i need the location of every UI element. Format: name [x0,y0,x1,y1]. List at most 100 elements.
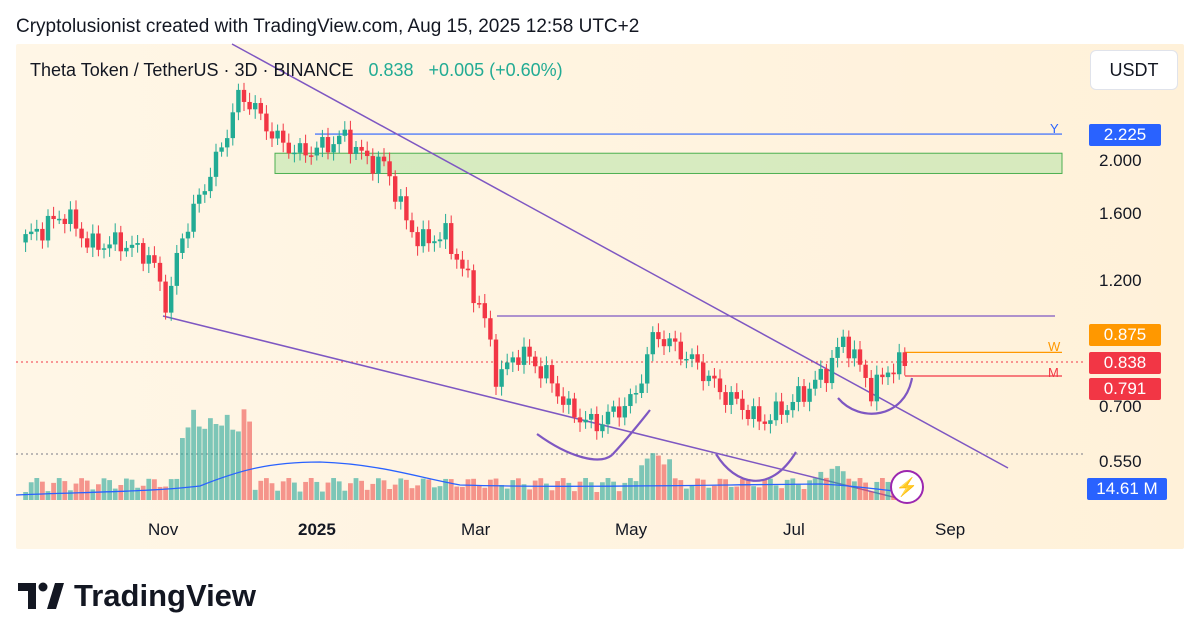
candle-body [197,194,202,204]
candle-body [51,215,56,220]
candle-body [863,364,868,378]
volume-bar [616,491,622,500]
volume-bar [689,484,695,500]
candle-body [611,406,616,412]
volume-bar [180,438,185,500]
volume-bar [555,481,560,500]
candle-body [40,228,45,241]
candle-body [605,411,611,425]
candle-body [174,252,179,286]
volume-bar [740,479,745,500]
candle-body [342,129,347,136]
volume-bar [353,478,359,500]
candle-body [225,138,230,148]
candle-body [852,349,857,359]
volume-bar [510,480,516,500]
candle-body [393,176,398,202]
candle-body [712,375,717,379]
tradingview-brand: TradingView [74,578,257,613]
volume-bar [286,478,292,500]
candle-body [734,392,739,399]
volume-bar [751,486,756,500]
volume-bar [773,485,779,500]
volume-bar [521,484,527,500]
volume-bar [292,482,297,500]
candle-body [762,421,767,424]
candle-body [421,229,426,247]
candle-body [499,369,504,387]
candle-body [471,270,476,304]
candle-body [180,238,185,253]
volume-bar [600,482,605,500]
volume-bar [196,426,202,500]
volume-bar [101,478,107,500]
candle-body [544,365,549,379]
candle-body [555,383,560,397]
volume-bar [185,427,191,500]
volume-bar [224,414,230,500]
candle-body [409,220,415,233]
resistance-zone [274,152,1063,174]
candle-body [314,147,319,156]
volume-bar [342,490,348,500]
candle-body [57,218,62,221]
candle-body [146,255,151,264]
candle-body [600,424,605,432]
volume-bar [112,488,118,500]
volume-bar [398,478,404,500]
volume-tag: 14.61 M [1087,478,1167,500]
volume-bar [264,478,269,500]
volume-bar [471,478,476,500]
candle-body [673,338,678,342]
volume-bar [68,490,73,500]
volume-bar [40,481,45,500]
candle-body [79,228,84,239]
candle-body [29,231,34,235]
candle-body [577,417,583,423]
m-line-price-tag: 0.791 [1089,378,1161,400]
candle-body [208,176,213,192]
candle-body [241,89,247,102]
candle-body [96,233,101,250]
volume-bar [756,487,762,500]
candle-body [717,378,723,393]
volume-bar [796,484,801,500]
volume-bar [79,478,84,500]
candle-body [656,332,661,340]
lightning-icon[interactable]: ⚡ [890,470,924,504]
volume-bar [280,481,286,500]
candle-body [645,354,650,384]
volume-bar [465,479,471,500]
candle-body [897,352,902,375]
volume-bar [202,428,208,500]
candle-body [297,143,303,153]
candle-body [639,383,644,394]
volume-bar [874,481,880,500]
candle-body [824,368,829,384]
candle-body [801,386,807,402]
volume-bar [219,425,224,500]
volume-bar [639,465,644,500]
candle-body [432,241,437,244]
volume-bar [443,478,448,500]
volume-bar [460,486,465,500]
volume-bar [801,489,807,500]
volume-bar [392,484,398,500]
candle-body [521,346,527,365]
volume-bar [247,421,252,500]
candle-body [68,209,73,225]
candle-body [124,247,129,252]
candle-body [779,401,784,415]
volume-bar [448,479,454,500]
candle-body [813,379,818,389]
w-line-price-tag: 0.875 [1089,324,1161,346]
candle-body [437,239,443,242]
tradingview-logo: TradingView [18,578,256,614]
volume-bar [269,483,275,500]
volume-bar [454,486,460,500]
volume-bar [314,481,320,500]
candle-body [45,215,51,241]
candle-body [773,401,779,421]
currency-selector[interactable]: USDT [1090,50,1178,90]
